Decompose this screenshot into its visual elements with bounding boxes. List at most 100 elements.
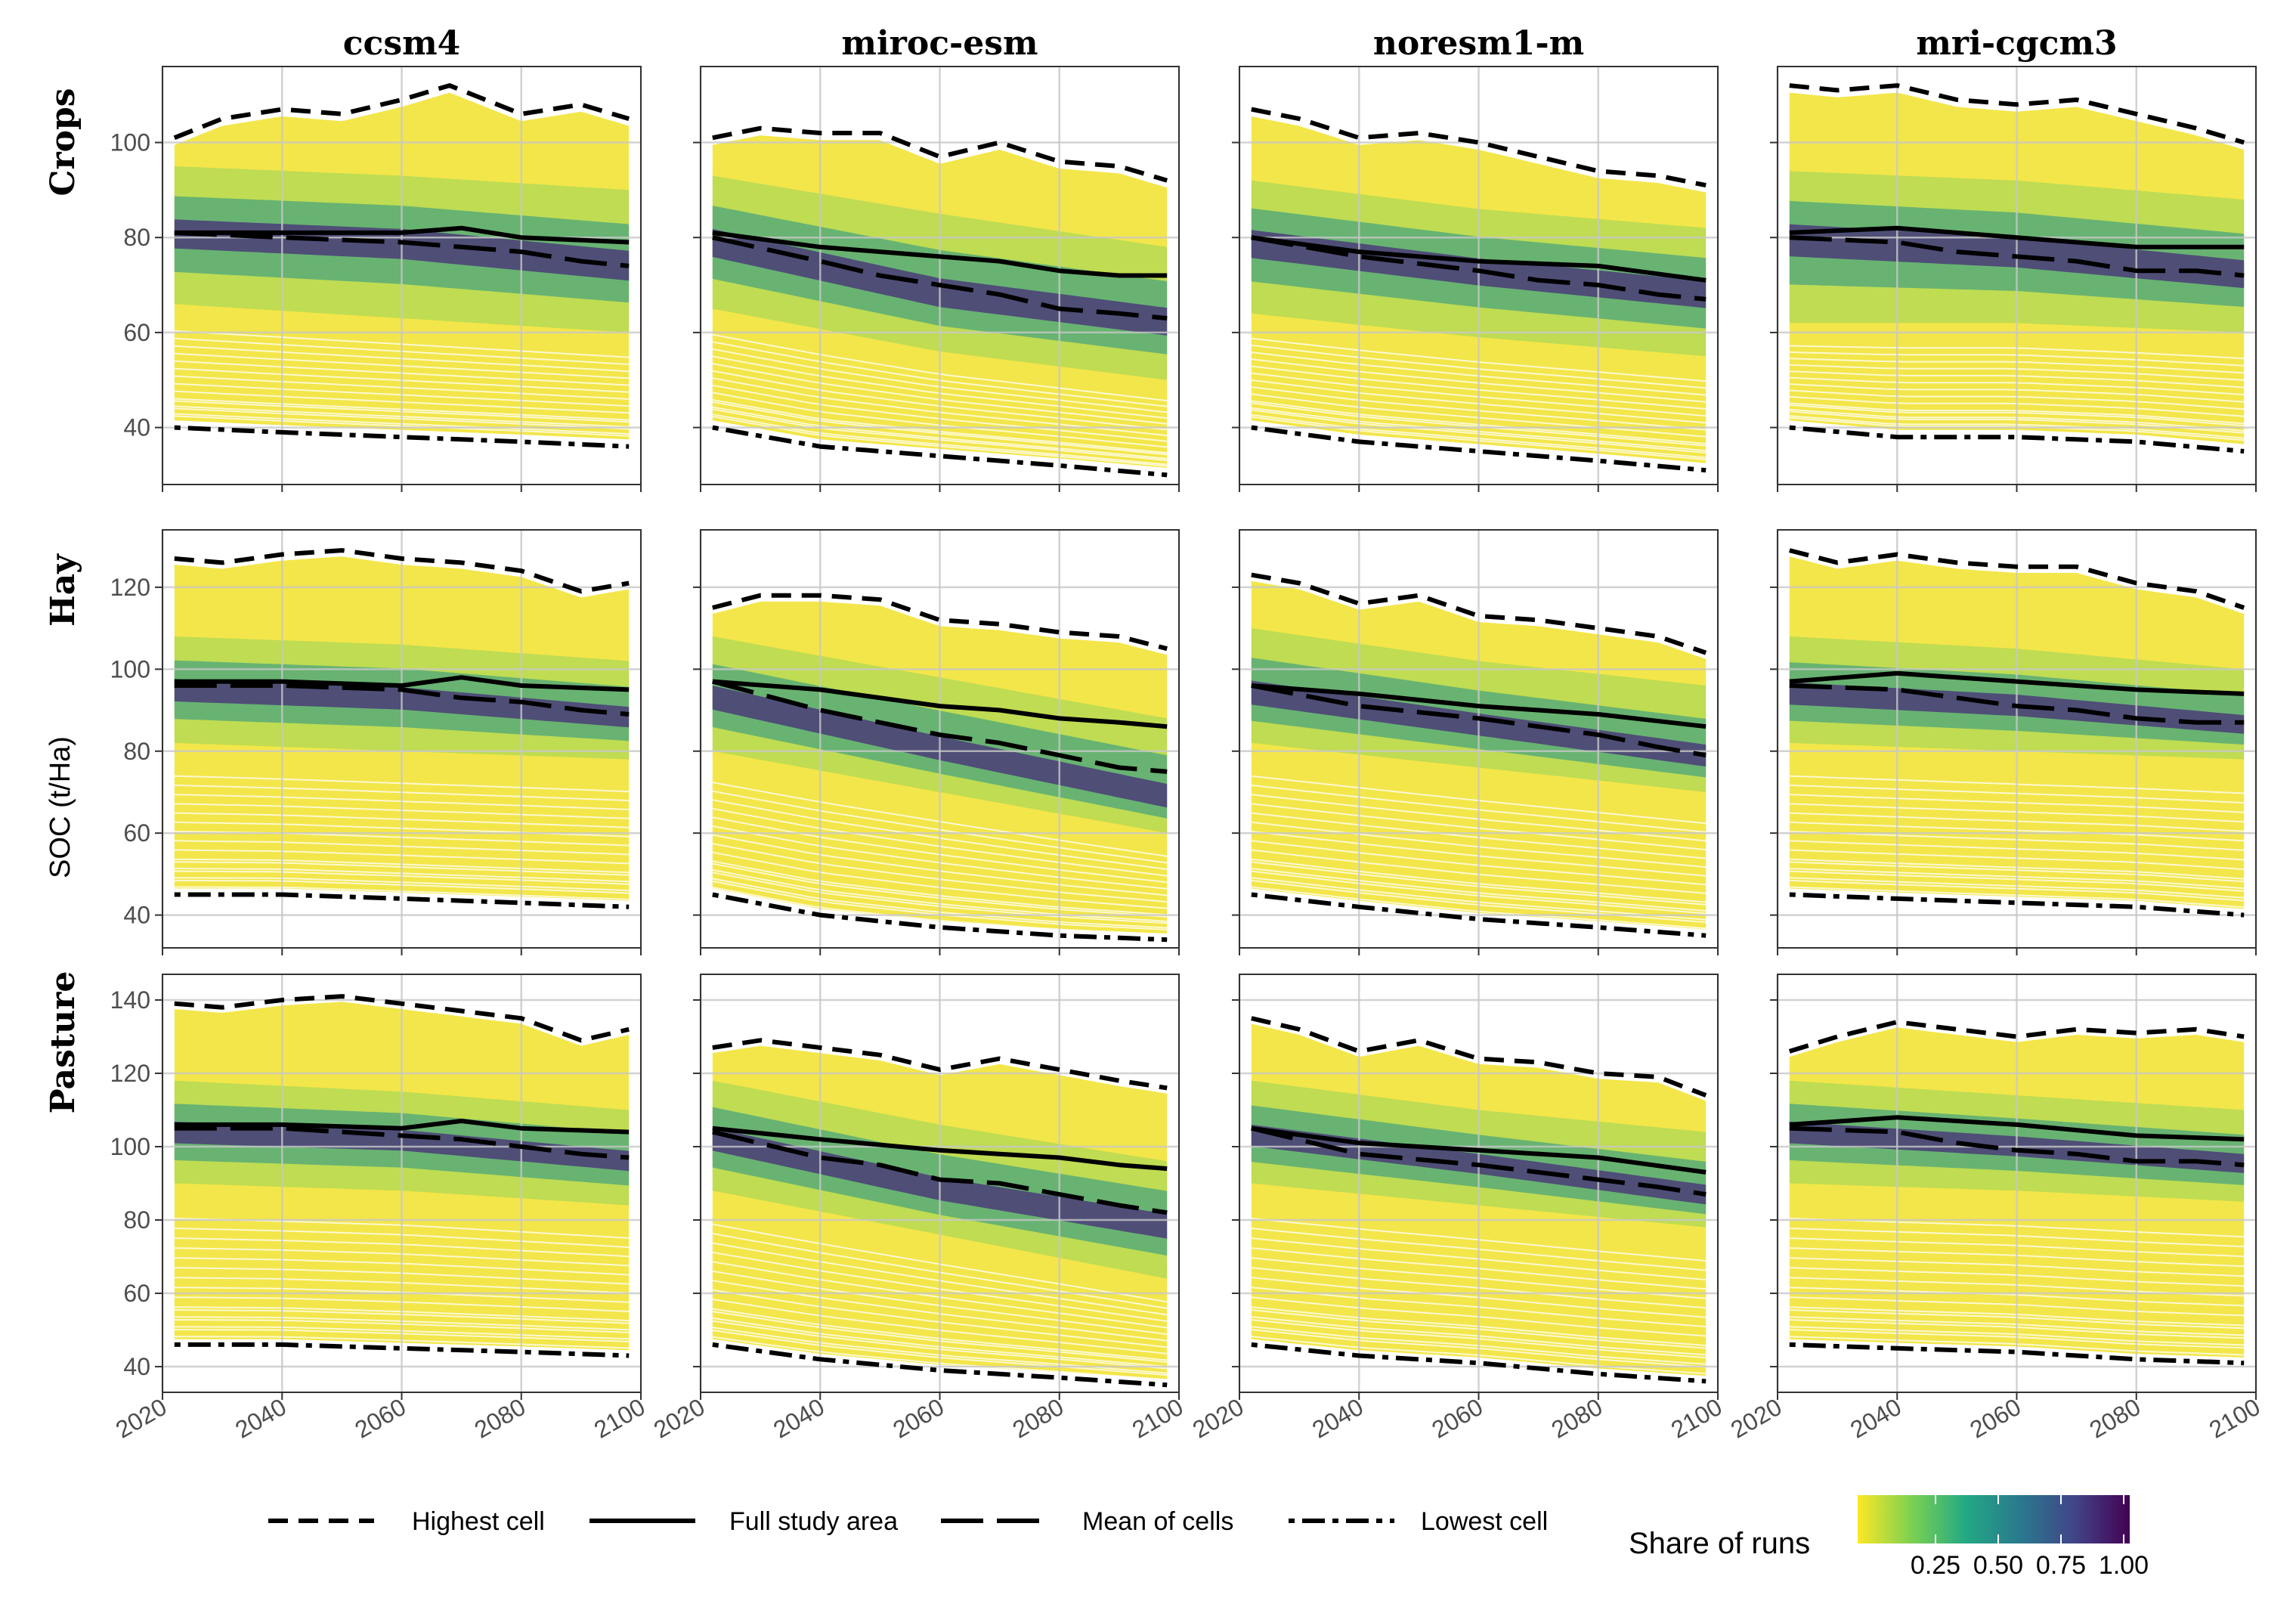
x-tick-label: 2100 [589, 1393, 650, 1444]
x-tick-label: 2020 [1726, 1393, 1787, 1444]
line-highest-cell [712, 593, 1168, 652]
line-lowest-cell [174, 1342, 630, 1358]
strip-row-pasture: Pasture [44, 971, 82, 1114]
legend-item-mean-of-cells: Mean of cells [941, 1507, 1233, 1536]
line-lowest-cell [1251, 892, 1707, 938]
line-full-study-area [1789, 1115, 2245, 1142]
y-tick-label: 80 [123, 1206, 150, 1234]
line-full-study-area [1251, 235, 1707, 283]
line-full-study-area [1789, 225, 2245, 249]
colorbar [1858, 1495, 2130, 1543]
panel-hay-ccsm4: 40 60 80 100 120 [110, 529, 642, 955]
line-highest-cell [174, 548, 630, 594]
series-lines [1251, 107, 1707, 473]
y-tick-label: 120 [110, 1060, 150, 1087]
facet-strips: ccsm4 miroc-esm noresm1-m mri-cgcm3 Crops Hay… [44, 24, 2118, 1113]
x-tick-label: 2060 [1965, 1393, 2025, 1444]
line-full-study-area [712, 1125, 1168, 1172]
legend-label-mean-of-cells: Mean of cells [1082, 1507, 1233, 1536]
line-mean-of-cells [1789, 683, 2245, 725]
x-tick-label: 2060 [888, 1393, 948, 1444]
line-full-study-area [174, 225, 630, 245]
line-highest-cell [1251, 572, 1707, 655]
strip-column-mri-cgcm3: mri-cgcm3 [1916, 24, 2117, 63]
x-tick-label: 2080 [1547, 1393, 1608, 1444]
panel-pasture-miroc-esm: 2020 2040 2060 2080 2100 [649, 974, 1188, 1444]
panel-hay-noresm1-m [1232, 529, 1719, 955]
colorbar-tick-label: 0.75 [2036, 1551, 2086, 1580]
line-lowest-cell [1789, 892, 2245, 918]
line-lowest-cell [1251, 425, 1707, 473]
line-full-study-area [712, 230, 1168, 278]
y-tick-label: 60 [123, 819, 150, 847]
colorbar-tick-label: 0.50 [1973, 1551, 2023, 1580]
x-tick-label: 2060 [350, 1393, 410, 1444]
chart-panels: 40 60 80 100 40 60 80 100 120 2020 2040 2060 2080 210… [110, 66, 2265, 1444]
legend-item-full-study-area: Full study area [589, 1507, 898, 1536]
strip-row-crops: Crops [44, 88, 82, 196]
series-lines [174, 994, 630, 1358]
panel-crops-ccsm4: 40 60 80 100 [110, 66, 642, 492]
colorbar-title: Share of runs [1629, 1527, 1810, 1560]
series-lines [1251, 572, 1707, 938]
line-lowest-cell [1789, 425, 2245, 454]
line-full-study-area [1789, 670, 2245, 696]
y-tick-label: 140 [110, 986, 150, 1014]
legend-label-lowest-cell: Lowest cell [1421, 1507, 1548, 1536]
line-lowest-cell [1251, 1342, 1707, 1384]
line-lowest-cell [174, 425, 630, 449]
panel-hay-miroc-esm [693, 529, 1180, 955]
line-mean-of-cells [712, 1129, 1168, 1215]
legend-label-highest-cell: Highest cell [412, 1507, 545, 1536]
y-tick-label: 100 [110, 655, 150, 683]
x-tick-label: 2100 [1128, 1393, 1188, 1444]
line-highest-cell [712, 1038, 1168, 1091]
line-highest-cell [174, 994, 630, 1043]
x-tick-label: 2080 [470, 1393, 531, 1444]
legend-item-highest-cell: Highest cell [268, 1507, 545, 1536]
series-lines [712, 593, 1168, 943]
y-tick-label: 40 [123, 414, 150, 441]
strip-column-miroc-esm: miroc-esm [841, 24, 1038, 63]
y-tick-label: 40 [123, 1353, 150, 1380]
colorbar-tick-label: 0.25 [1911, 1551, 1960, 1580]
line-full-study-area [174, 1119, 630, 1135]
series-lines [712, 125, 1168, 478]
line-mean-of-cells [712, 679, 1168, 774]
line-full-study-area [1251, 1125, 1707, 1175]
line-mean-of-cells [712, 235, 1168, 321]
x-tick-label: 2100 [1666, 1393, 1727, 1444]
y-tick-label: 40 [123, 902, 150, 929]
series-lines [712, 1038, 1168, 1388]
x-tick-label: 2040 [769, 1393, 829, 1444]
line-mean-of-cells [1789, 235, 2245, 278]
line-highest-cell [1789, 548, 2245, 610]
line-mean-of-cells [1251, 683, 1707, 758]
x-tick-label: 2100 [2205, 1393, 2265, 1444]
x-tick-label: 2040 [231, 1393, 291, 1444]
line-lowest-cell [712, 425, 1168, 478]
chart-legend: Highest cell Full study area Mean of cells… [268, 1495, 2149, 1580]
line-highest-cell [1789, 83, 2245, 145]
line-lowest-cell [712, 1342, 1168, 1388]
panel-crops-miroc-esm [693, 66, 1180, 492]
panel-pasture-mri-cgcm3: 2020 2040 2060 2080 2100 [1726, 974, 2265, 1444]
line-highest-cell [1251, 1016, 1707, 1098]
series-lines [1788, 1020, 2245, 1366]
line-mean-of-cells [1251, 1125, 1707, 1197]
line-full-study-area [174, 675, 630, 692]
x-tick-label: 2040 [1307, 1393, 1368, 1444]
grid [1776, 974, 2257, 1392]
y-tick-label: 60 [123, 1280, 150, 1307]
line-mean-of-cells [174, 683, 630, 717]
x-tick-label: 2020 [111, 1393, 172, 1444]
y-tick-label: 80 [123, 224, 150, 251]
grid [1776, 530, 2257, 948]
y-tick-label: 60 [123, 319, 150, 346]
strip-row-hay: Hay [44, 553, 82, 627]
line-mean-of-cells [1251, 235, 1707, 302]
series-lines [1789, 548, 2245, 918]
panel-pasture-noresm1-m: 2020 2040 2060 2080 2100 [1188, 974, 1727, 1444]
line-full-study-area [712, 679, 1168, 729]
